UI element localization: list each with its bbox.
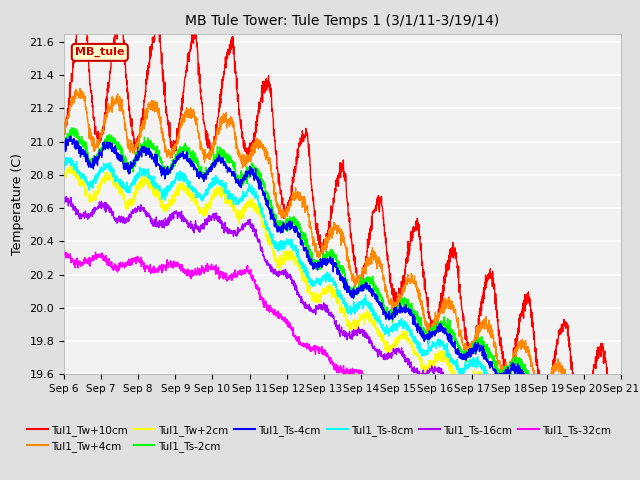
Tul1_Tw+4cm [76, 85, 84, 91]
Tul1_Tw+2cm [67, 164, 75, 169]
Tul1_Ts-32cm [60, 249, 68, 255]
Line: Tul1_Ts-32cm: Tul1_Ts-32cm [64, 252, 621, 480]
Tul1_Tw+4cm [60, 128, 68, 133]
Tul1_Ts-8cm [216, 179, 223, 184]
Tul1_Ts-4cm [67, 133, 74, 139]
Tul1_Tw+10cm [568, 364, 575, 370]
Tul1_Tw+4cm [359, 271, 367, 277]
Tul1_Ts-8cm [371, 312, 379, 318]
Tul1_Tw+10cm [359, 278, 367, 284]
Tul1_Ts-16cm [504, 399, 512, 405]
Tul1_Tw+10cm [79, 0, 87, 2]
Tul1_Ts-16cm [60, 195, 68, 201]
Tul1_Tw+2cm [584, 431, 591, 437]
Line: Tul1_Ts-8cm: Tul1_Ts-8cm [64, 157, 621, 447]
Tul1_Ts-4cm [216, 158, 223, 164]
Tul1_Tw+4cm [568, 396, 575, 401]
Tul1_Ts-4cm [607, 434, 614, 440]
Y-axis label: Temperature (C): Temperature (C) [11, 153, 24, 255]
Tul1_Tw+4cm [371, 252, 379, 258]
Tul1_Ts-8cm [60, 165, 68, 171]
Text: MB_tule: MB_tule [75, 47, 125, 58]
Tul1_Ts-8cm [584, 409, 591, 415]
Legend: Tul1_Tw+10cm, Tul1_Tw+4cm, Tul1_Tw+2cm, Tul1_Ts-2cm, Tul1_Ts-4cm, Tul1_Ts-8cm, T: Tul1_Tw+10cm, Tul1_Tw+4cm, Tul1_Tw+2cm, … [22, 420, 616, 456]
Tul1_Ts-2cm [68, 125, 76, 131]
Tul1_Ts-4cm [504, 370, 512, 376]
Tul1_Ts-4cm [359, 287, 367, 293]
Tul1_Tw+2cm [216, 188, 223, 194]
Tul1_Ts-16cm [604, 460, 611, 466]
Tul1_Ts-32cm [617, 476, 625, 480]
Tul1_Ts-2cm [504, 368, 512, 374]
Tul1_Tw+4cm [612, 437, 620, 443]
Tul1_Ts-2cm [609, 433, 617, 439]
Tul1_Ts-16cm [63, 194, 70, 200]
Tul1_Tw+4cm [504, 370, 512, 376]
Tul1_Ts-32cm [583, 461, 591, 467]
Tul1_Tw+2cm [60, 172, 68, 178]
Tul1_Ts-2cm [60, 145, 68, 151]
Tul1_Ts-8cm [504, 381, 512, 387]
Tul1_Tw+10cm [616, 444, 623, 450]
Tul1_Tw+10cm [584, 401, 591, 407]
Tul1_Ts-8cm [607, 444, 614, 450]
Tul1_Ts-16cm [568, 437, 575, 443]
Line: Tul1_Ts-4cm: Tul1_Ts-4cm [64, 136, 621, 437]
Line: Tul1_Tw+2cm: Tul1_Tw+2cm [64, 167, 621, 465]
Tul1_Ts-16cm [216, 216, 223, 222]
Tul1_Ts-2cm [359, 286, 367, 292]
Tul1_Tw+2cm [504, 400, 512, 406]
Tul1_Tw+2cm [609, 462, 617, 468]
Tul1_Ts-8cm [568, 422, 575, 428]
Tul1_Ts-32cm [504, 432, 512, 438]
Tul1_Tw+10cm [617, 440, 625, 445]
Tul1_Tw+2cm [371, 319, 379, 325]
Tul1_Tw+2cm [617, 452, 625, 457]
Tul1_Ts-2cm [617, 415, 625, 421]
Tul1_Ts-4cm [584, 400, 591, 406]
Tul1_Tw+2cm [568, 439, 575, 444]
Tul1_Ts-32cm [358, 372, 366, 378]
Tul1_Tw+10cm [216, 99, 223, 105]
Tul1_Tw+4cm [617, 420, 625, 425]
Tul1_Ts-8cm [359, 300, 367, 306]
Tul1_Ts-2cm [584, 401, 591, 407]
Line: Tul1_Tw+4cm: Tul1_Tw+4cm [64, 88, 621, 440]
Line: Tul1_Tw+10cm: Tul1_Tw+10cm [64, 0, 621, 447]
Tul1_Tw+4cm [216, 129, 223, 134]
Tul1_Tw+10cm [371, 206, 379, 212]
Tul1_Ts-32cm [216, 276, 223, 282]
Tul1_Tw+10cm [504, 366, 512, 372]
Tul1_Tw+4cm [584, 396, 591, 402]
Line: Tul1_Ts-16cm: Tul1_Ts-16cm [64, 197, 621, 463]
Tul1_Ts-4cm [60, 143, 68, 148]
Tul1_Ts-16cm [584, 434, 591, 440]
Tul1_Tw+10cm [60, 132, 68, 138]
Tul1_Ts-4cm [568, 415, 575, 420]
Tul1_Ts-4cm [617, 422, 625, 428]
Line: Tul1_Ts-2cm: Tul1_Ts-2cm [64, 128, 621, 436]
Tul1_Ts-4cm [371, 293, 379, 299]
Tul1_Ts-16cm [359, 329, 367, 335]
Tul1_Ts-2cm [216, 151, 223, 156]
Tul1_Ts-2cm [568, 402, 575, 408]
Tul1_Ts-8cm [63, 155, 71, 160]
Tul1_Tw+2cm [359, 315, 367, 321]
Tul1_Ts-8cm [617, 437, 625, 443]
Title: MB Tule Tower: Tule Temps 1 (3/1/11-3/19/14): MB Tule Tower: Tule Temps 1 (3/1/11-3/19… [185, 14, 500, 28]
Tul1_Ts-16cm [617, 452, 625, 457]
Tul1_Ts-2cm [371, 282, 379, 288]
Tul1_Ts-32cm [371, 385, 378, 391]
Tul1_Ts-32cm [568, 463, 575, 469]
Tul1_Ts-16cm [371, 346, 379, 351]
